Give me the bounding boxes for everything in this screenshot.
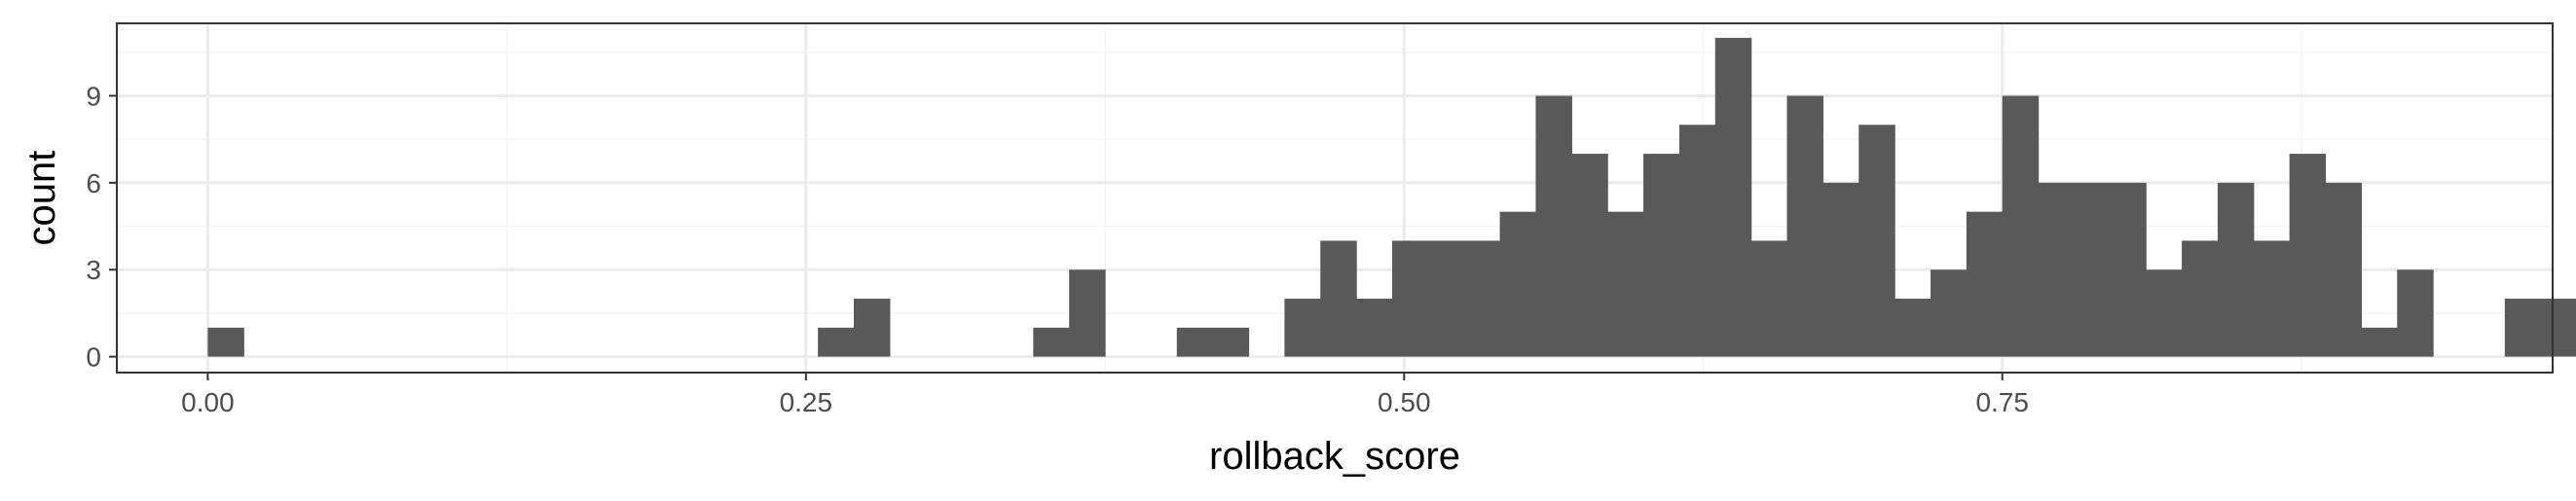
histogram-bar [1212,327,1250,357]
histogram-bar [1750,240,1788,357]
histogram-bar [1499,211,1537,357]
histogram-bar [1033,327,1070,357]
histogram-bar [1895,299,1932,357]
histogram-bar [1427,240,1465,357]
histogram-bar [1320,240,1357,357]
histogram-bar [1571,154,1608,357]
y-tick-label: 3 [86,255,101,285]
histogram-bar [1284,299,1321,357]
histogram-bar [2110,182,2147,357]
histogram-bar [1643,154,1680,357]
histogram-bar [2146,269,2183,357]
histogram-bar [2540,299,2576,357]
y-axis-title: count [20,151,63,246]
x-tick-label: 0.25 [780,387,833,417]
histogram-bar [818,327,855,357]
histogram-bar [1463,240,1501,357]
histogram-bar [1069,269,1106,357]
histogram-bar [207,327,244,357]
histogram-bar [1391,240,1429,357]
histogram-bars [207,37,2576,357]
y-axis-ticks: 0 3 6 9 [86,81,117,373]
histogram-bar [1822,182,1859,357]
histogram-bar [2038,182,2076,357]
histogram-bar [2217,182,2255,357]
y-tick-label: 0 [86,342,101,373]
histogram-bar [2325,182,2362,357]
histogram-bar [2361,327,2398,357]
histogram-bar [1930,269,1968,357]
histogram-bar [2002,95,2040,357]
x-tick-label: 0.00 [181,387,235,417]
histogram-bar [1966,211,2004,357]
histogram-bar [1607,211,1644,357]
histogram-bar [1714,37,1752,357]
histogram-bar [2182,240,2219,357]
x-tick-label: 0.75 [1975,387,2029,417]
x-axis-title: rollback_score [1209,435,1460,478]
histogram-bar [2504,299,2542,357]
histogram-bar [1176,327,1214,357]
y-tick-label: 6 [86,168,101,198]
y-tick-label: 9 [86,81,101,111]
histogram-bar [2289,154,2327,357]
histogram-bar [1678,125,1716,357]
histogram-bar [1356,299,1393,357]
x-axis-ticks: 0.00 0.25 0.50 0.75 [181,373,2029,417]
panel-border [116,22,2554,374]
x-tick-label: 0.50 [1378,387,1431,417]
histogram-bar [1535,95,1572,357]
histogram-bar [2253,240,2291,357]
histogram-bar [1858,125,1895,357]
histogram-bar [853,299,891,357]
histogram-bar [1786,95,1823,357]
histogram-bar [2397,269,2434,357]
histogram-bar [2074,182,2111,357]
